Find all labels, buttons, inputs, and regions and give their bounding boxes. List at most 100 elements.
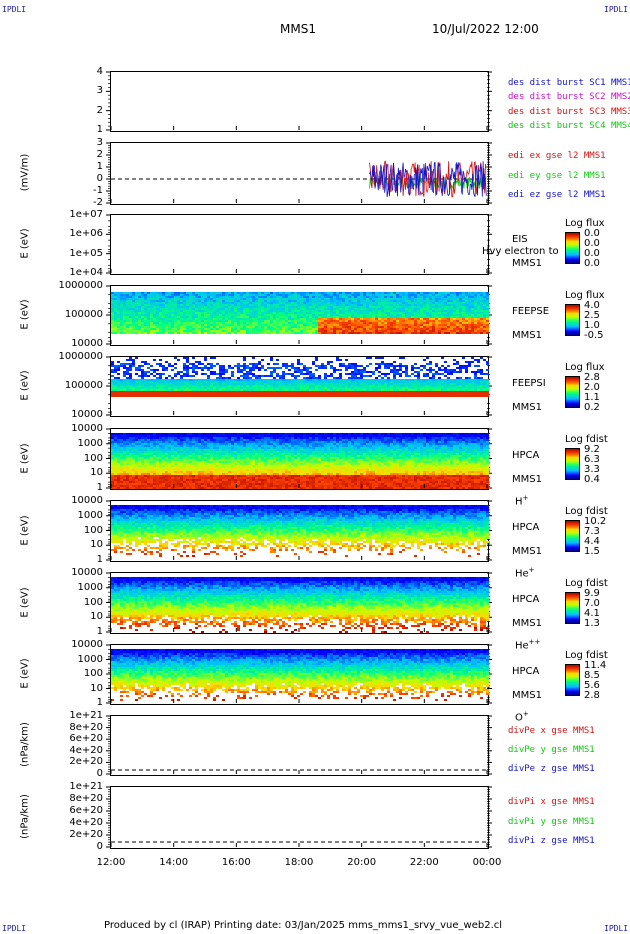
heatmap-cell: [183, 302, 186, 304]
heatmap-cell: [114, 322, 117, 324]
heatmap-cell: [468, 310, 471, 312]
heatmap-cell: [336, 391, 339, 393]
heatmap-cell: [231, 298, 234, 300]
heatmap-cell: [342, 363, 345, 365]
heatmap-cell: [312, 318, 315, 320]
heatmap-cell: [225, 308, 228, 310]
heatmap-cell: [348, 324, 351, 326]
heatmap-cell: [285, 379, 288, 381]
heatmap-cell: [369, 363, 372, 365]
heatmap-cell: [159, 306, 162, 308]
heatmap-cell: [408, 318, 411, 320]
heatmap-cell: [375, 377, 378, 379]
heatmap-cell: [402, 328, 405, 330]
heatmap-cell: [297, 385, 300, 387]
heatmap-cell: [213, 389, 216, 391]
heatmap-cell: [147, 443, 150, 445]
heatmap-cell: [348, 306, 351, 308]
heatmap-cell: [372, 302, 375, 304]
heatmap-cell: [300, 322, 303, 324]
heatmap-cell: [192, 308, 195, 310]
heatmap-cell: [186, 300, 189, 302]
heatmap-cell: [237, 377, 240, 379]
heatmap-cell: [327, 395, 330, 397]
heatmap-cell: [267, 367, 270, 369]
heatmap-cell: [417, 379, 420, 381]
heatmap-cell: [177, 296, 180, 298]
heatmap-cell: [117, 441, 120, 443]
heatmap-cell: [213, 306, 216, 308]
heatmap-cell: [303, 330, 306, 332]
heatmap-cell: [267, 306, 270, 308]
heatmap-cell: [192, 302, 195, 304]
heatmap-cell: [342, 379, 345, 381]
heatmap-cell: [270, 316, 273, 318]
heatmap-cell: [366, 385, 369, 387]
heatmap-cell: [111, 439, 114, 441]
heatmap-cell: [141, 371, 144, 373]
heatmap-cell: [456, 387, 459, 389]
heatmap-cell: [378, 367, 381, 369]
heatmap-cell: [477, 391, 480, 393]
heatmap-cell: [198, 361, 201, 363]
heatmap-cell: [330, 389, 333, 391]
heatmap-cell: [441, 389, 444, 391]
heatmap-cell: [180, 322, 183, 324]
heatmap-cell: [441, 379, 444, 381]
heatmap-cell: [204, 320, 207, 322]
heatmap-cell: [249, 308, 252, 310]
heatmap-cell: [444, 302, 447, 304]
heatmap-cell: [483, 292, 486, 294]
heatmap-cell: [180, 292, 183, 294]
heatmap-cell: [129, 457, 132, 459]
heatmap-cell: [438, 294, 441, 296]
heatmap-cell: [402, 326, 405, 328]
heatmap-cell: [363, 304, 366, 306]
heatmap-cell: [447, 302, 450, 304]
heatmap-cell: [153, 316, 156, 318]
heatmap-cell: [315, 332, 318, 334]
heatmap-cell: [165, 393, 168, 395]
heatmap-cell: [435, 320, 438, 322]
heatmap-cell: [180, 320, 183, 322]
heatmap-cell: [201, 391, 204, 393]
heatmap-cell: [384, 316, 387, 318]
heatmap-cell: [297, 332, 300, 334]
heatmap-cell: [111, 445, 114, 447]
heatmap-cell: [126, 465, 129, 467]
heatmap-cell: [177, 381, 180, 383]
heatmap-cell: [384, 383, 387, 385]
heatmap-cell: [135, 479, 138, 481]
heatmap-cell: [168, 330, 171, 332]
heatmap-cell: [159, 298, 162, 300]
heatmap-cell: [432, 375, 435, 377]
heatmap-cell: [429, 324, 432, 326]
heatmap-cell: [222, 377, 225, 379]
heatmap-cell: [459, 294, 462, 296]
heatmap-cell: [264, 324, 267, 326]
heatmap-cell: [156, 316, 159, 318]
heatmap-cell: [192, 294, 195, 296]
heatmap-cell: [312, 302, 315, 304]
heatmap-cell: [288, 312, 291, 314]
heatmap-cell: [318, 308, 321, 310]
heatmap-cell: [249, 385, 252, 387]
heatmap-cell: [285, 328, 288, 330]
heatmap-cell: [171, 292, 174, 294]
heatmap-cell: [369, 379, 372, 381]
heatmap-cell: [429, 312, 432, 314]
heatmap-cell: [438, 320, 441, 322]
heatmap-cell: [426, 308, 429, 310]
heatmap-cell: [144, 487, 147, 489]
heatmap-cell: [201, 369, 204, 371]
heatmap-cell: [438, 310, 441, 312]
heatmap-cell: [291, 306, 294, 308]
heatmap-cell: [231, 302, 234, 304]
heatmap-cell: [171, 320, 174, 322]
heatmap-cell: [360, 296, 363, 298]
heatmap-cell: [183, 318, 186, 320]
heatmap-cell: [306, 393, 309, 395]
heatmap-cell: [453, 381, 456, 383]
heatmap-cell: [270, 306, 273, 308]
heatmap-cell: [477, 379, 480, 381]
